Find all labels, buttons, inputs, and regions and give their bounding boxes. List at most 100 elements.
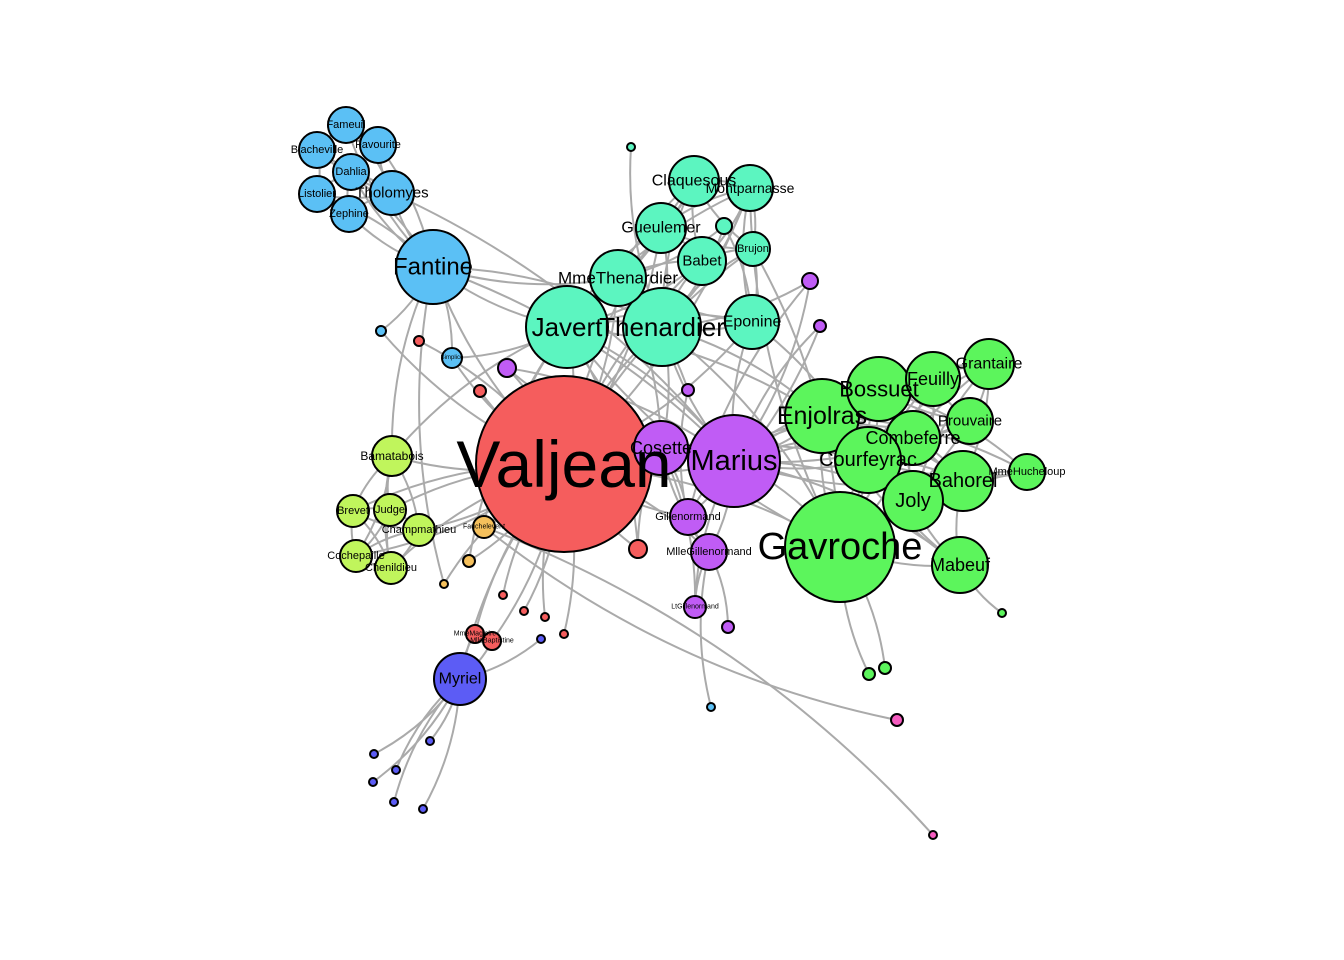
node-child2 — [878, 661, 892, 675]
node-old-man — [368, 777, 378, 787]
node-label-myriel: Myriel — [439, 671, 482, 688]
node-claquesous — [668, 155, 720, 207]
node-isabeau — [473, 384, 487, 398]
node-label-montparnasse: Montparnasse — [706, 180, 795, 196]
node-scaufflaire — [559, 629, 569, 639]
node-label-prouvaire: Prouvaire — [938, 413, 1002, 430]
node-bamatabois — [371, 435, 413, 477]
node-label-dahlia: Dahlia — [335, 166, 367, 178]
node-chenildieu — [374, 551, 408, 585]
node-cosette — [633, 420, 689, 476]
node-mme-hucheloup — [1008, 453, 1046, 491]
node-label-judge: Judge — [375, 504, 405, 516]
node-napoleon — [369, 749, 379, 759]
node-cochepaille — [339, 539, 373, 573]
node-label-fauchelevent: Fauchelevent — [463, 524, 505, 531]
node-label-gueulemer: Gueulemer — [621, 220, 701, 237]
node-woman1 — [462, 554, 476, 568]
node-label-listolier: Listolier — [298, 188, 336, 200]
node-judge — [373, 493, 407, 527]
node-babet — [677, 236, 727, 286]
node-fauchelevent — [472, 515, 496, 539]
node-label-brevet: Brevet — [337, 505, 369, 517]
node-label-marius: Marius — [690, 445, 777, 477]
node-pontmercy — [801, 272, 819, 290]
node-courfeyrac — [834, 426, 902, 494]
node-mme-magloire — [465, 624, 485, 644]
edge-fauchelevent-mother-innocent — [483, 526, 898, 721]
node-label-babet: Babet — [682, 253, 722, 270]
node-label-eponine: Eponine — [723, 314, 782, 331]
node-marius — [687, 414, 781, 508]
node-cravatte — [425, 736, 435, 746]
node-javert — [525, 285, 609, 369]
node-myriel — [433, 652, 487, 706]
node-baroness-t — [813, 319, 827, 333]
node-label-mme-thenardier: MmeThenardier — [558, 269, 678, 288]
node-label-mme-magloire: MmeMagloire — [454, 631, 497, 638]
node-label-lt-gillenormand: LtGillenormand — [671, 604, 719, 611]
node-tholomyes — [369, 170, 415, 216]
node-grantaire — [963, 338, 1015, 390]
node-montparnasse — [726, 164, 774, 212]
node-listolier — [298, 175, 336, 213]
node-brevet — [336, 494, 370, 528]
node-feuilly — [905, 351, 961, 407]
node-label-gillenormand: Gillenormand — [655, 511, 720, 523]
node-label-combeferre: Combeferre — [865, 428, 960, 448]
node-label-mlle-baptistine: MlleBaptistine — [470, 638, 514, 645]
node-mme-de-r — [540, 612, 550, 622]
node-mother-plutarch — [997, 608, 1007, 618]
node-count — [391, 765, 401, 775]
node-label-fantine: Fantine — [393, 254, 473, 281]
node-gervais — [498, 590, 508, 600]
node-label-bossuet: Bossuet — [839, 377, 919, 402]
node-dahlia — [332, 153, 370, 191]
node-fantine — [395, 229, 471, 305]
node-labarre — [519, 606, 529, 616]
node-joly — [882, 470, 944, 532]
node-favourite — [359, 126, 397, 164]
node-label-cochepaille: Cochepaille — [327, 550, 384, 562]
node-eponine — [724, 294, 780, 350]
node-label-javert: Javert — [532, 312, 604, 342]
node-child1 — [862, 667, 876, 681]
edge-fauchelevent-gribier — [483, 526, 934, 836]
node-zephine — [330, 195, 368, 233]
node-mme-pontmercy — [706, 702, 716, 712]
node-gertrude — [413, 335, 425, 347]
node-enjolras — [784, 378, 860, 454]
node-champmathieu — [402, 513, 436, 547]
node-perpetue — [439, 579, 449, 589]
node-boulatruelle — [626, 142, 636, 152]
node-label-joly: Joly — [895, 490, 931, 512]
node-label-brujon: Brujon — [737, 243, 769, 255]
node-label-simplice: Simplice — [441, 355, 464, 361]
node-thenardier — [622, 287, 702, 367]
node-label-bahorel: Bahorel — [929, 470, 998, 492]
node-label-feuilly: Feuilly — [907, 369, 959, 389]
node-mabeuf — [931, 536, 989, 594]
node-woman2 — [497, 358, 517, 378]
node-blacheville — [298, 131, 336, 169]
node-toussaint — [628, 539, 648, 559]
node-label-fameuil: Fameuil — [326, 119, 365, 131]
labels-layer: Valjean Fantine Favourite Fameuil Blachevill… — [291, 119, 1066, 688]
node-label-blacheville: Blacheville — [291, 144, 344, 156]
node-label-chenildieu: Chenildieu — [365, 562, 417, 574]
node-champtercier — [536, 634, 546, 644]
node-mme-thenardier — [589, 249, 647, 307]
node-label-mlle-gillenormand: MlleGillenormand — [666, 546, 752, 558]
node-fameuil — [327, 106, 365, 144]
node-label-champmathieu: Champmathieu — [382, 524, 457, 536]
node-label-mme-hucheloup: MmeHucheloup — [988, 466, 1065, 478]
node-countess-de-lo — [389, 797, 399, 807]
node-marguerite — [375, 325, 387, 337]
node-label-zephine: Zephine — [329, 208, 369, 220]
node-prouvaire — [946, 397, 994, 445]
node-magnon — [681, 383, 695, 397]
edge-mlle-gillenormand-mme-pontmercy — [699, 551, 712, 708]
node-label-thenardier: Thenardier — [599, 312, 725, 342]
node-simplice — [441, 347, 463, 369]
